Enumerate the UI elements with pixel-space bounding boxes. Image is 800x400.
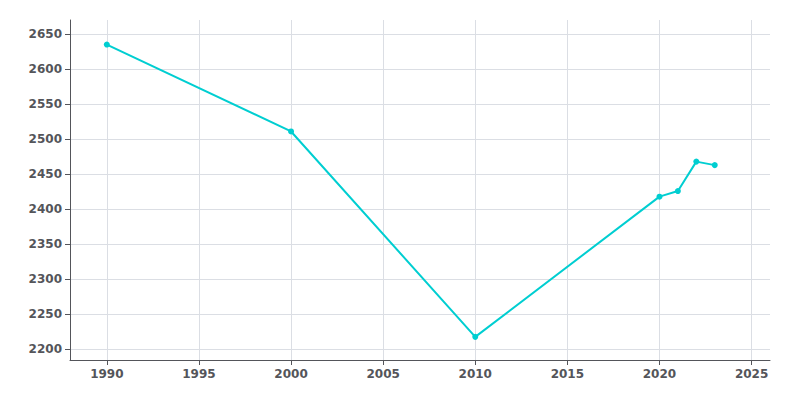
svg-text:2600: 2600: [29, 62, 62, 76]
svg-text:2500: 2500: [29, 132, 62, 146]
svg-text:2010: 2010: [459, 367, 492, 381]
svg-text:2015: 2015: [551, 367, 584, 381]
svg-text:2200: 2200: [29, 342, 62, 356]
svg-text:2350: 2350: [29, 237, 62, 251]
svg-text:2450: 2450: [29, 167, 62, 181]
svg-text:2020: 2020: [643, 367, 676, 381]
svg-text:2400: 2400: [29, 202, 62, 216]
svg-text:2550: 2550: [29, 97, 62, 111]
svg-text:2250: 2250: [29, 307, 62, 321]
svg-text:2300: 2300: [29, 272, 62, 286]
svg-text:1995: 1995: [182, 367, 215, 381]
svg-text:2025: 2025: [735, 367, 768, 381]
svg-text:2005: 2005: [366, 367, 399, 381]
svg-text:2000: 2000: [274, 367, 307, 381]
svg-text:2650: 2650: [29, 27, 62, 41]
svg-text:1990: 1990: [90, 367, 123, 381]
